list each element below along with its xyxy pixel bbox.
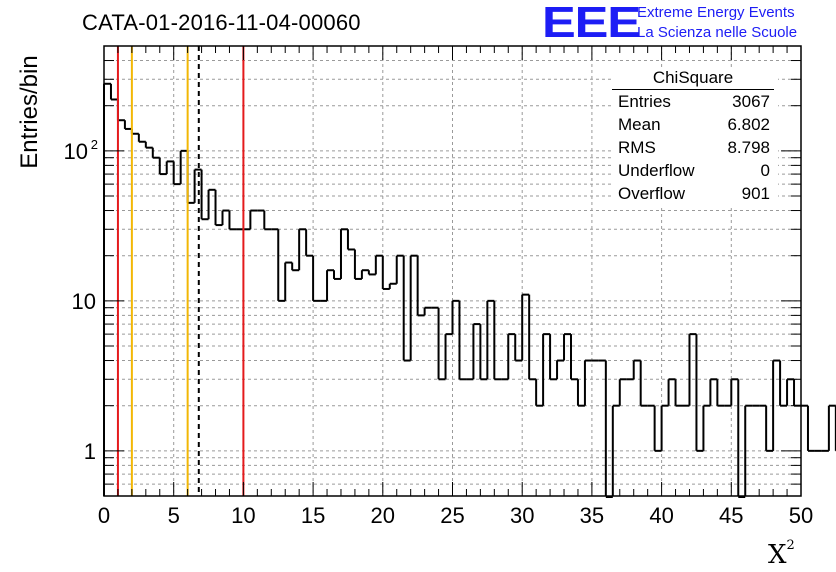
stats-label: Entries bbox=[618, 92, 671, 111]
y-tick-label: 10 bbox=[72, 289, 96, 314]
stats-label: Overflow bbox=[618, 184, 686, 203]
x-tick-label: 10 bbox=[231, 503, 255, 528]
stats-row-rms: RMS 8.798 bbox=[612, 136, 778, 159]
y-axis-label: Entries/bin bbox=[16, 55, 43, 169]
y-tick-label: 10 bbox=[64, 139, 88, 164]
x-axis-label: X2 bbox=[768, 538, 795, 570]
stats-row-overflow: Overflow 901 bbox=[612, 182, 778, 205]
x-tick-label: 25 bbox=[440, 503, 464, 528]
x-tick-label: 0 bbox=[98, 503, 110, 528]
stats-label: Underflow bbox=[618, 161, 695, 180]
x-tick-label: 40 bbox=[649, 503, 673, 528]
stats-row-entries: Entries 3067 bbox=[612, 90, 778, 113]
stats-value: 901 bbox=[741, 184, 770, 203]
stats-value: 3067 bbox=[732, 92, 770, 111]
eee-logo: EEE bbox=[542, 0, 641, 47]
x-tick-label: 45 bbox=[719, 503, 743, 528]
histogram-bars bbox=[103, 82, 836, 498]
stats-row-underflow: Underflow 0 bbox=[612, 159, 778, 182]
stats-value: 0 bbox=[760, 161, 770, 180]
stats-value: 8.798 bbox=[727, 138, 770, 157]
stats-label: RMS bbox=[618, 138, 656, 157]
x-tick-label: 30 bbox=[510, 503, 534, 528]
x-tick-label: 20 bbox=[371, 503, 395, 528]
logo-subtitle-1: Extreme Energy Events bbox=[637, 4, 795, 21]
chart-title: CATA-01-2016-11-04-00060 bbox=[82, 10, 361, 35]
stats-box: ChiSquare Entries 3067 Mean 6.802 RMS 8.798… bbox=[612, 67, 778, 205]
cut-lines bbox=[116, 46, 245, 496]
stats-value: 6.802 bbox=[727, 115, 770, 134]
stats-label: Mean bbox=[618, 115, 661, 134]
axis-ticks bbox=[103, 45, 802, 497]
x-tick-label: 35 bbox=[580, 503, 604, 528]
y-tick-label: 1 bbox=[84, 439, 96, 464]
x-tick-label: 15 bbox=[301, 503, 325, 528]
logo-subtitle-2: La Scienza nelle Scuole bbox=[637, 24, 798, 41]
stats-title: ChiSquare bbox=[612, 67, 774, 90]
x-tick-label: 50 bbox=[789, 503, 813, 528]
y-tick-label-exponent: 2 bbox=[91, 137, 98, 152]
stats-row-mean: Mean 6.802 bbox=[612, 113, 778, 136]
x-tick-label: 5 bbox=[168, 503, 180, 528]
